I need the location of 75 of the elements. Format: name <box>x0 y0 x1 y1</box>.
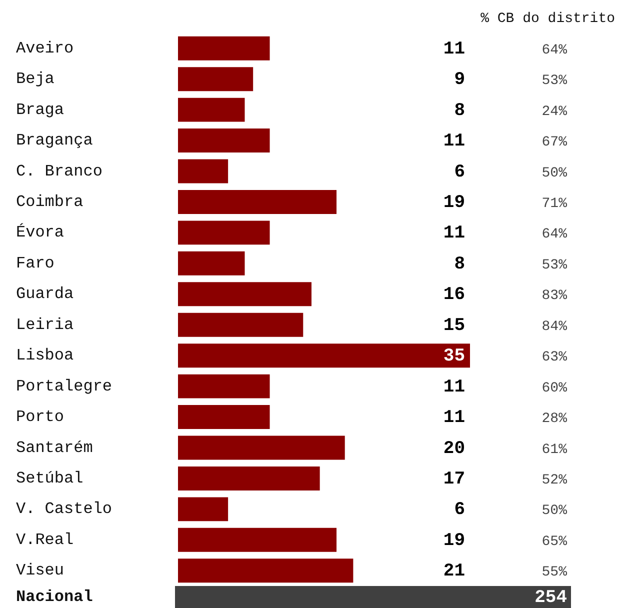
text: 55% <box>542 564 568 581</box>
y-tick-label: Évora <box>16 222 64 242</box>
data-label: 6 <box>454 500 465 520</box>
data-label: 19 <box>443 192 465 213</box>
bar <box>178 128 270 153</box>
text: 64% <box>542 226 568 243</box>
y-tick-label: Lisboa <box>16 346 74 365</box>
text: 254 <box>534 588 568 608</box>
data-label: 6 <box>454 162 465 182</box>
text: 71% <box>542 196 568 212</box>
y-tick-label: Leiria <box>16 316 74 334</box>
bar <box>178 36 270 60</box>
text: % CB do distrito <box>480 11 615 27</box>
data-label: 16 <box>443 285 465 306</box>
bar <box>178 159 228 184</box>
data-label: 11 <box>443 224 466 244</box>
data-label: 35 <box>443 346 465 367</box>
bar <box>178 466 320 490</box>
data-label: 11 <box>443 132 466 152</box>
data-label: 15 <box>443 316 465 336</box>
y-tick-label: V. Castelo <box>16 500 112 518</box>
y-tick-label: Aveiro <box>16 39 74 58</box>
data-label: 11 <box>443 39 466 60</box>
data-label: 8 <box>454 100 465 121</box>
y-tick-label: Bragança <box>16 132 94 150</box>
bar <box>178 528 337 552</box>
text: 83% <box>542 288 568 304</box>
bar <box>178 282 312 306</box>
bar <box>178 558 354 583</box>
data-label: 8 <box>454 254 465 274</box>
y-tick-label: C. Branco <box>16 162 102 180</box>
y-tick-label: Setúbal <box>16 469 84 488</box>
bar <box>178 497 228 522</box>
text: 63% <box>542 350 568 366</box>
y-tick-label: V.Real <box>16 530 74 549</box>
text: 53% <box>542 257 568 274</box>
bar <box>178 374 270 398</box>
bar <box>178 98 245 122</box>
text: 50% <box>542 503 568 520</box>
text: 65% <box>542 534 568 550</box>
bar <box>178 436 345 460</box>
y-tick-label: Viseu <box>16 562 64 580</box>
text: 24% <box>542 104 568 120</box>
y-tick-label: Guarda <box>16 285 74 304</box>
y-tick-label: Porto <box>16 408 64 426</box>
y-tick-label: Braga <box>16 100 64 119</box>
y-tick-label: Santarém <box>16 438 93 457</box>
data-label: 9 <box>454 70 465 90</box>
data-label: 17 <box>443 469 465 490</box>
text: Nacional <box>16 588 93 606</box>
bar <box>178 190 337 214</box>
data-label: 20 <box>443 438 465 459</box>
data-label: 19 <box>443 530 465 551</box>
text: 53% <box>542 73 568 90</box>
bar <box>178 67 254 92</box>
text: 61% <box>542 442 568 458</box>
bar <box>178 312 304 337</box>
y-tick-label: Coimbra <box>16 192 84 211</box>
text: 52% <box>542 472 568 488</box>
y-tick-label: Portalegre <box>16 377 112 396</box>
data-label: 21 <box>443 562 466 582</box>
text: 60% <box>542 380 568 396</box>
text: 28% <box>542 411 568 428</box>
data-label: 11 <box>443 408 466 428</box>
text: 67% <box>542 134 568 151</box>
bar <box>178 251 245 276</box>
text: 84% <box>542 318 568 335</box>
y-tick-label: Faro <box>16 254 54 272</box>
data-label: 11 <box>443 377 466 398</box>
text: 64% <box>542 42 568 58</box>
bar <box>178 405 270 430</box>
bar <box>178 344 470 368</box>
y-tick-label: Beja <box>16 70 55 88</box>
bar <box>178 220 270 245</box>
text: 50% <box>542 165 568 182</box>
